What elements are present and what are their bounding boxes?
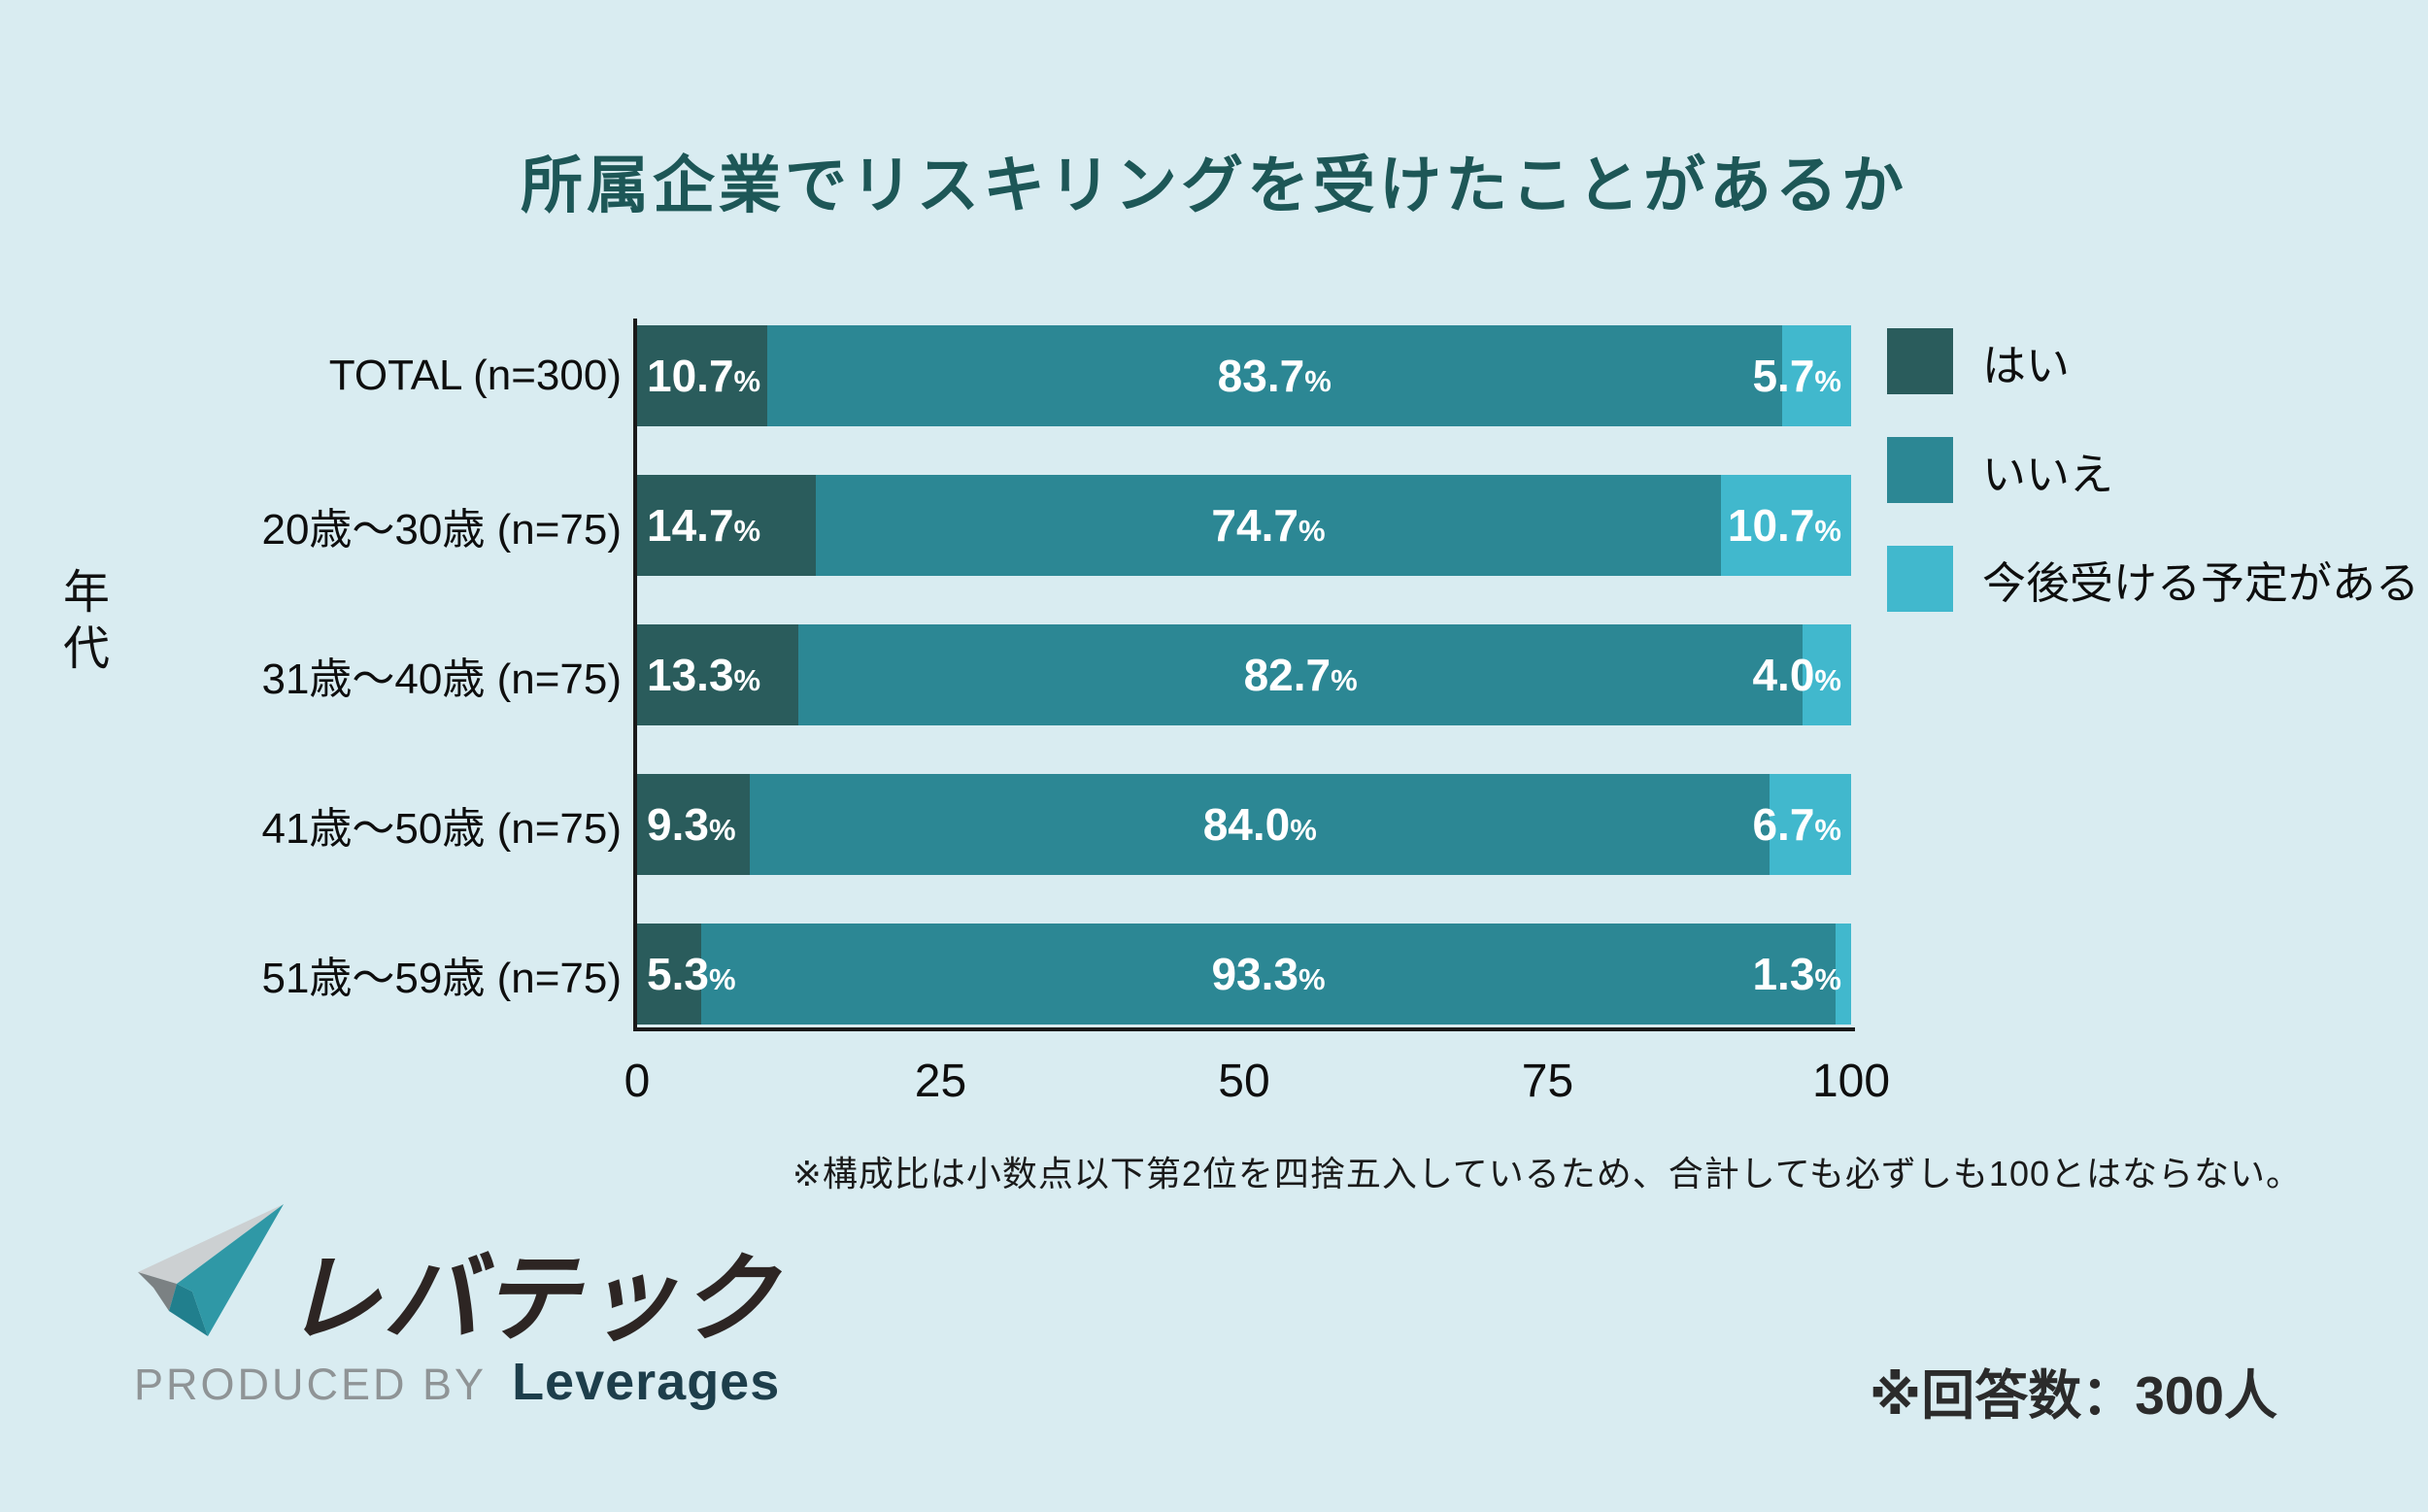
bar-value-label: 74.7% xyxy=(1211,500,1326,551)
bar-segment-no xyxy=(766,325,1782,426)
category-label: 41歳〜50歳 (n=75) xyxy=(261,805,622,853)
bar-segment-plan-to-receive xyxy=(1835,924,1851,1025)
rounding-footnote: ※構成比は小数点以下第2位を四捨五入しているため、合計しても必ずしも100とはな… xyxy=(792,1154,2302,1193)
category-label: 20歳〜30歳 (n=75) xyxy=(261,506,622,554)
produced-by-label: PRODUCED BY xyxy=(134,1360,488,1409)
legend-item-yes: はい xyxy=(1887,328,2419,394)
bar-segment-yes xyxy=(637,924,702,1025)
produced-by-row: PRODUCED BY Leverages xyxy=(134,1352,780,1412)
bar-segment-no xyxy=(701,924,1836,1025)
x-axis-ticks: 0 25 50 75 100 xyxy=(624,1055,1890,1113)
bar-segment-plan-to-receive xyxy=(1721,475,1851,576)
category-label: TOTAL (n=300) xyxy=(328,352,622,399)
legend-swatch-plan-to-receive xyxy=(1887,546,1953,612)
legend: はいいいえ今後受ける予定がある xyxy=(1887,328,2419,655)
bar-value-label: 9.3% xyxy=(647,799,736,850)
bar-segment-no xyxy=(815,475,1722,576)
respondent-count-note: ※回答数：300人 xyxy=(1869,1365,2277,1426)
category-label: 31歳〜40歳 (n=75) xyxy=(261,655,622,703)
bar-row: 5.3% 93.3% 1.3% xyxy=(637,924,1851,1025)
legend-swatch-yes xyxy=(1887,328,1953,394)
bar-value-label: 83.7% xyxy=(1217,351,1332,401)
legend-item-plan-to-receive: 今後受ける予定がある xyxy=(1887,546,2419,612)
bar-value-label: 10.7% xyxy=(1727,500,1841,551)
legend-label-yes: はい xyxy=(1982,340,2071,390)
bar-value-label: 84.0% xyxy=(1202,799,1317,850)
levtech-logo-text: レバテック xyxy=(284,1245,779,1354)
bar-segment-yes xyxy=(637,325,767,426)
bar-value-label: 82.7% xyxy=(1243,650,1358,700)
bar-row: 14.7% 74.7% 10.7% xyxy=(637,475,1851,576)
bar-value-label: 1.3% xyxy=(1752,949,1841,999)
bar-segment-plan-to-receive xyxy=(1781,325,1851,426)
bar-row: 9.3% 84.0% 6.7% xyxy=(637,774,1851,875)
bar-value-label: 6.7% xyxy=(1752,799,1841,850)
legend-label-plan-to-receive: 今後受ける予定がある xyxy=(1982,557,2420,608)
bar-value-label: 10.7% xyxy=(647,351,761,401)
x-tick-label: 0 xyxy=(624,1056,651,1107)
leverages-wordmark: Leverages xyxy=(512,1353,781,1411)
bar-segment-plan-to-receive xyxy=(1770,774,1851,875)
bar-value-label: 13.3% xyxy=(647,650,761,700)
bar-segment-no xyxy=(798,624,1803,725)
chart-title: 所属企業でリスキリングを受けたことがあるか xyxy=(521,151,1907,220)
category-labels: TOTAL (n=300) 20歳〜30歳 (n=75) 31歳〜40歳 (n=75… xyxy=(97,325,622,1073)
y-axis-label: 年代 xyxy=(55,567,107,680)
x-axis-line xyxy=(633,1027,1855,1031)
bar-value-label: 4.0% xyxy=(1752,650,1841,700)
bar-segment-yes xyxy=(637,624,799,725)
x-tick-label: 100 xyxy=(1811,1056,1891,1107)
category-label: 51歳〜59歳 (n=75) xyxy=(261,955,622,1002)
bar-segment-yes xyxy=(637,475,816,576)
legend-swatch-no xyxy=(1887,437,1953,503)
bar-plot-area: 10.7% 83.7% 5.7% 14.7% 74.7% 10.7% 13.3% 82.7% 4… xyxy=(637,325,1851,1073)
bar-value-label: 5.3% xyxy=(647,949,736,999)
bar-segment-yes xyxy=(637,774,751,875)
y-axis-line xyxy=(633,319,637,1031)
bar-value-label: 5.7% xyxy=(1752,351,1841,401)
bar-value-label: 93.3% xyxy=(1211,949,1326,999)
bar-segment-plan-to-receive xyxy=(1803,624,1851,725)
x-tick-label: 25 xyxy=(914,1056,967,1107)
x-tick-label: 75 xyxy=(1521,1056,1574,1107)
levtech-logo-icon xyxy=(138,1204,284,1336)
bar-segment-no xyxy=(750,774,1770,875)
bar-row: 13.3% 82.7% 4.0% xyxy=(637,624,1851,725)
bar-row: 10.7% 83.7% 5.7% xyxy=(637,325,1851,426)
legend-label-no: いいえ xyxy=(1982,449,2114,499)
bar-value-label: 14.7% xyxy=(647,500,761,551)
x-tick-label: 50 xyxy=(1218,1056,1270,1107)
legend-item-no: いいえ xyxy=(1887,437,2419,503)
